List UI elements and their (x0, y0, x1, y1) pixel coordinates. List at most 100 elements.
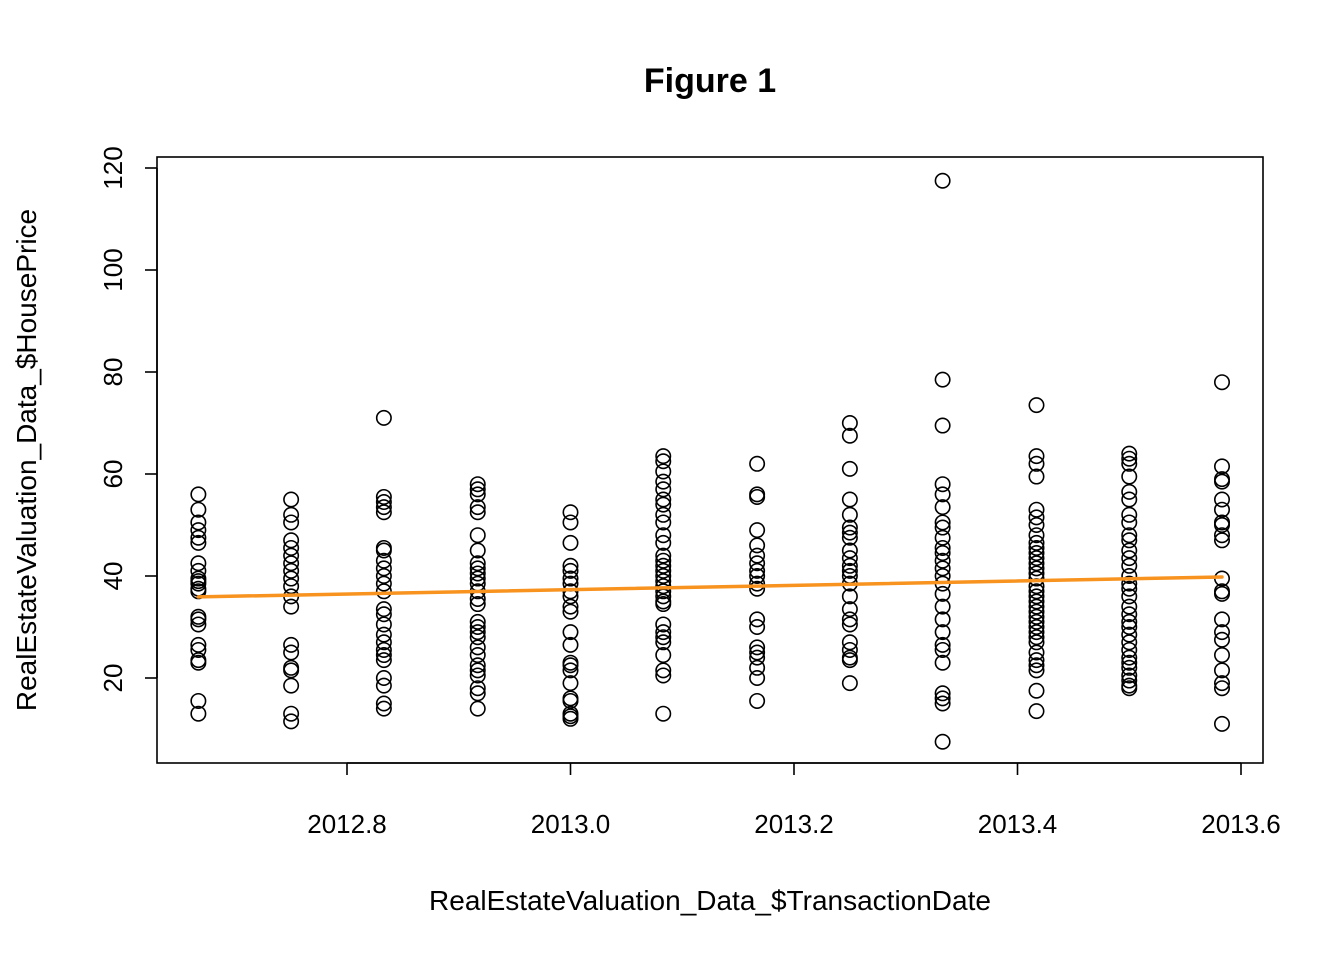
data-point (1121, 580, 1138, 597)
data-point (655, 448, 672, 465)
data-point (190, 529, 207, 546)
data-point (749, 692, 766, 709)
data-point (934, 476, 951, 493)
data-point (655, 496, 672, 513)
data-point (1121, 491, 1138, 508)
data-point (190, 636, 207, 653)
y-tick-label: 60 (98, 460, 128, 489)
data-point (841, 588, 858, 605)
data-point (655, 562, 672, 579)
data-point (283, 491, 300, 508)
data-point (1028, 608, 1045, 625)
data-point (190, 575, 207, 592)
data-point (749, 669, 766, 686)
data-point (1214, 611, 1231, 628)
data-point (841, 601, 858, 618)
data-point (841, 414, 858, 431)
data-point (655, 547, 672, 564)
data-point (749, 562, 766, 579)
data-point (375, 695, 392, 712)
data-point (934, 499, 951, 516)
data-point (562, 624, 579, 641)
data-point (749, 488, 766, 505)
data-point (934, 624, 951, 641)
data-point (1121, 667, 1138, 684)
data-point (469, 613, 486, 630)
trend-line-group (196, 575, 1224, 599)
data-point (469, 629, 486, 646)
data-point (749, 555, 766, 572)
data-point (1028, 397, 1045, 414)
data-point (562, 562, 579, 579)
data-point (1121, 527, 1138, 544)
data-point (1028, 539, 1045, 556)
trend-line (196, 575, 1224, 599)
data-point (1121, 557, 1138, 574)
data-point (1121, 550, 1138, 567)
data-point (190, 555, 207, 572)
data-point (934, 552, 951, 569)
data-point (841, 506, 858, 523)
data-point (190, 692, 207, 709)
data-point (1028, 644, 1045, 661)
data-point (1121, 649, 1138, 666)
data-point (190, 641, 207, 658)
data-point (469, 700, 486, 717)
data-point (562, 657, 579, 674)
data-point (841, 460, 858, 477)
x-tick-label: 2012.8 (307, 809, 387, 839)
data-point (749, 537, 766, 554)
y-tick-label: 20 (98, 664, 128, 693)
data-point (655, 567, 672, 584)
data-point (934, 539, 951, 556)
data-point (469, 527, 486, 544)
data-point (1028, 570, 1045, 587)
data-point (283, 547, 300, 564)
data-point (749, 649, 766, 666)
data-point (1121, 680, 1138, 697)
data-point (562, 662, 579, 679)
data-point (375, 542, 392, 559)
data-point (841, 557, 858, 574)
data-point (469, 570, 486, 587)
data-point (190, 562, 207, 579)
data-point (749, 659, 766, 676)
data-point (1028, 618, 1045, 635)
data-point (375, 494, 392, 511)
data-points (190, 172, 1231, 750)
data-point (841, 550, 858, 567)
data-point (469, 680, 486, 697)
data-point (1121, 575, 1138, 592)
data-point (841, 611, 858, 628)
data-point (1214, 675, 1231, 692)
data-point (841, 519, 858, 536)
data-point (1028, 555, 1045, 572)
x-tick-label: 2013.6 (1201, 809, 1281, 839)
data-point (1121, 455, 1138, 472)
data-point (934, 371, 951, 388)
data-point (934, 545, 951, 562)
data-point (841, 542, 858, 559)
data-point (655, 453, 672, 470)
data-point (841, 616, 858, 633)
data-point (562, 710, 579, 727)
data-point (1028, 657, 1045, 674)
y-axis: 20 40 60 80 100 120 (98, 146, 158, 693)
data-point (469, 657, 486, 674)
data-point (283, 644, 300, 661)
data-point (934, 636, 951, 653)
data-point (1214, 647, 1231, 664)
data-point (1214, 715, 1231, 732)
data-point (1028, 682, 1045, 699)
data-point (1028, 527, 1045, 544)
data-point (469, 565, 486, 582)
data-point (562, 675, 579, 692)
data-point (1121, 626, 1138, 643)
data-point (1028, 598, 1045, 615)
data-point (1214, 532, 1231, 549)
data-point (1214, 501, 1231, 518)
data-point (190, 522, 207, 539)
data-point (1028, 534, 1045, 551)
data-point (469, 504, 486, 521)
